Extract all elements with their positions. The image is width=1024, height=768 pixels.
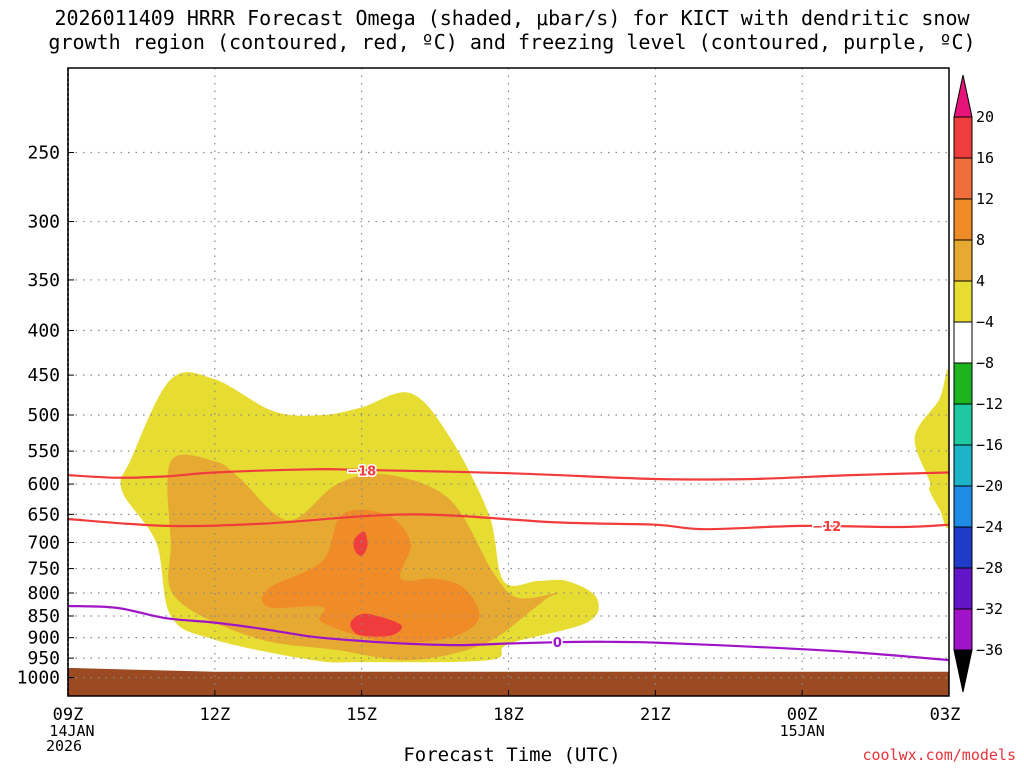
contour-label-dgz-minus-12: −12 [812, 520, 841, 535]
x-tick-label-03Z: 03Z [930, 705, 961, 725]
colorbar-label-16: 16 [976, 149, 994, 167]
y-tick-label-650: 650 [27, 504, 60, 525]
y-tick-label-500: 500 [27, 405, 60, 426]
x-tick-label-12Z: 12Z [199, 705, 230, 725]
colorbar-label-12: 12 [976, 190, 994, 208]
y-tick-label-600: 600 [27, 474, 60, 495]
x-axis-label: Forecast Time (UTC) [403, 744, 621, 766]
ground-surface [68, 667, 949, 696]
colorbar-label--4: −4 [976, 313, 994, 331]
colorbar-label--16: −16 [976, 436, 1003, 454]
omega-shade-16-5 [353, 531, 368, 556]
omega-shade-16-4 [350, 613, 402, 637]
colorbar-box--20 [953, 485, 973, 528]
colorbar-label--28: −28 [976, 559, 1003, 577]
contour-dgz-minus-18 [68, 468, 949, 481]
y-tick-label-450: 450 [27, 365, 60, 386]
colorbar-box--8 [953, 362, 973, 405]
x-tick-sublabel-09Z: 14JAN [49, 722, 94, 740]
colorbar-label--8: −8 [976, 354, 994, 372]
y-tick-label-400: 400 [27, 321, 60, 342]
x-tick-sublabel-00Z: 15JAN [780, 722, 825, 740]
colorbar-label--12: −12 [976, 395, 1003, 413]
x-tick-label-21Z: 21Z [640, 705, 671, 725]
x-tick-label-18Z: 18Z [493, 705, 524, 725]
colorbar-box-12 [953, 198, 973, 241]
colorbar-label--32: −32 [976, 600, 1003, 618]
y-tick-label-700: 700 [27, 532, 60, 553]
plot-frame [67, 67, 950, 697]
credit-text: coolwx.com/models [862, 746, 1016, 764]
y-tick-label-250: 250 [27, 143, 60, 164]
colorbar-label--20: −20 [976, 477, 1003, 495]
colorbar-box--4 [953, 321, 973, 364]
colorbar-top-arrow [953, 74, 973, 118]
x-tick-year-09Z: 2026 [46, 737, 82, 755]
colorbar-box-16 [953, 157, 973, 200]
chart-title-line-2: growth region (contoured, red, ºC) and f… [48, 30, 976, 54]
contour-freezing-level-0 [68, 604, 949, 662]
y-tick-label-950: 950 [27, 648, 60, 669]
y-tick-label-900: 900 [27, 628, 60, 649]
contour-label-freezing-level-0: 0 [553, 636, 562, 651]
colorbar-label-4: 4 [976, 272, 985, 290]
colorbar-box--12 [953, 403, 973, 446]
omega-shade-12-3 [261, 509, 480, 643]
y-tick-label-800: 800 [27, 583, 60, 604]
y-tick-label-300: 300 [27, 212, 60, 233]
y-tick-label-1000: 1000 [17, 668, 60, 689]
colorbar-label-20: 20 [976, 108, 994, 126]
y-tick-label-850: 850 [27, 606, 60, 627]
chart-title-line-1: 2026011409 HRRR Forecast Omega (shaded, … [54, 6, 970, 30]
y-tick-label-550: 550 [27, 441, 60, 462]
x-tick-label-09Z: 09Z [53, 705, 84, 725]
colorbar-box-4 [953, 280, 973, 323]
omega-shade-4-1 [914, 368, 949, 529]
x-tick-label-00Z: 00Z [787, 705, 818, 725]
x-tick-label-15Z: 15Z [346, 705, 377, 725]
colorbar-label--24: −24 [976, 518, 1003, 536]
colorbar-box-8 [953, 239, 973, 282]
colorbar-box--24 [953, 526, 973, 569]
y-tick-label-750: 750 [27, 559, 60, 580]
y-tick-label-350: 350 [27, 270, 60, 291]
colorbar-label--36: −36 [976, 641, 1003, 659]
contour-dgz-minus-12 [68, 513, 949, 531]
colorbar-label-8: 8 [976, 231, 985, 249]
colorbar-box--16 [953, 444, 973, 487]
contour-label-dgz-minus-18: −18 [347, 465, 376, 480]
colorbar-box--32 [953, 608, 973, 651]
colorbar-box-20 [953, 116, 973, 159]
colorbar-box--28 [953, 567, 973, 610]
colorbar-bottom-arrow [953, 649, 973, 693]
